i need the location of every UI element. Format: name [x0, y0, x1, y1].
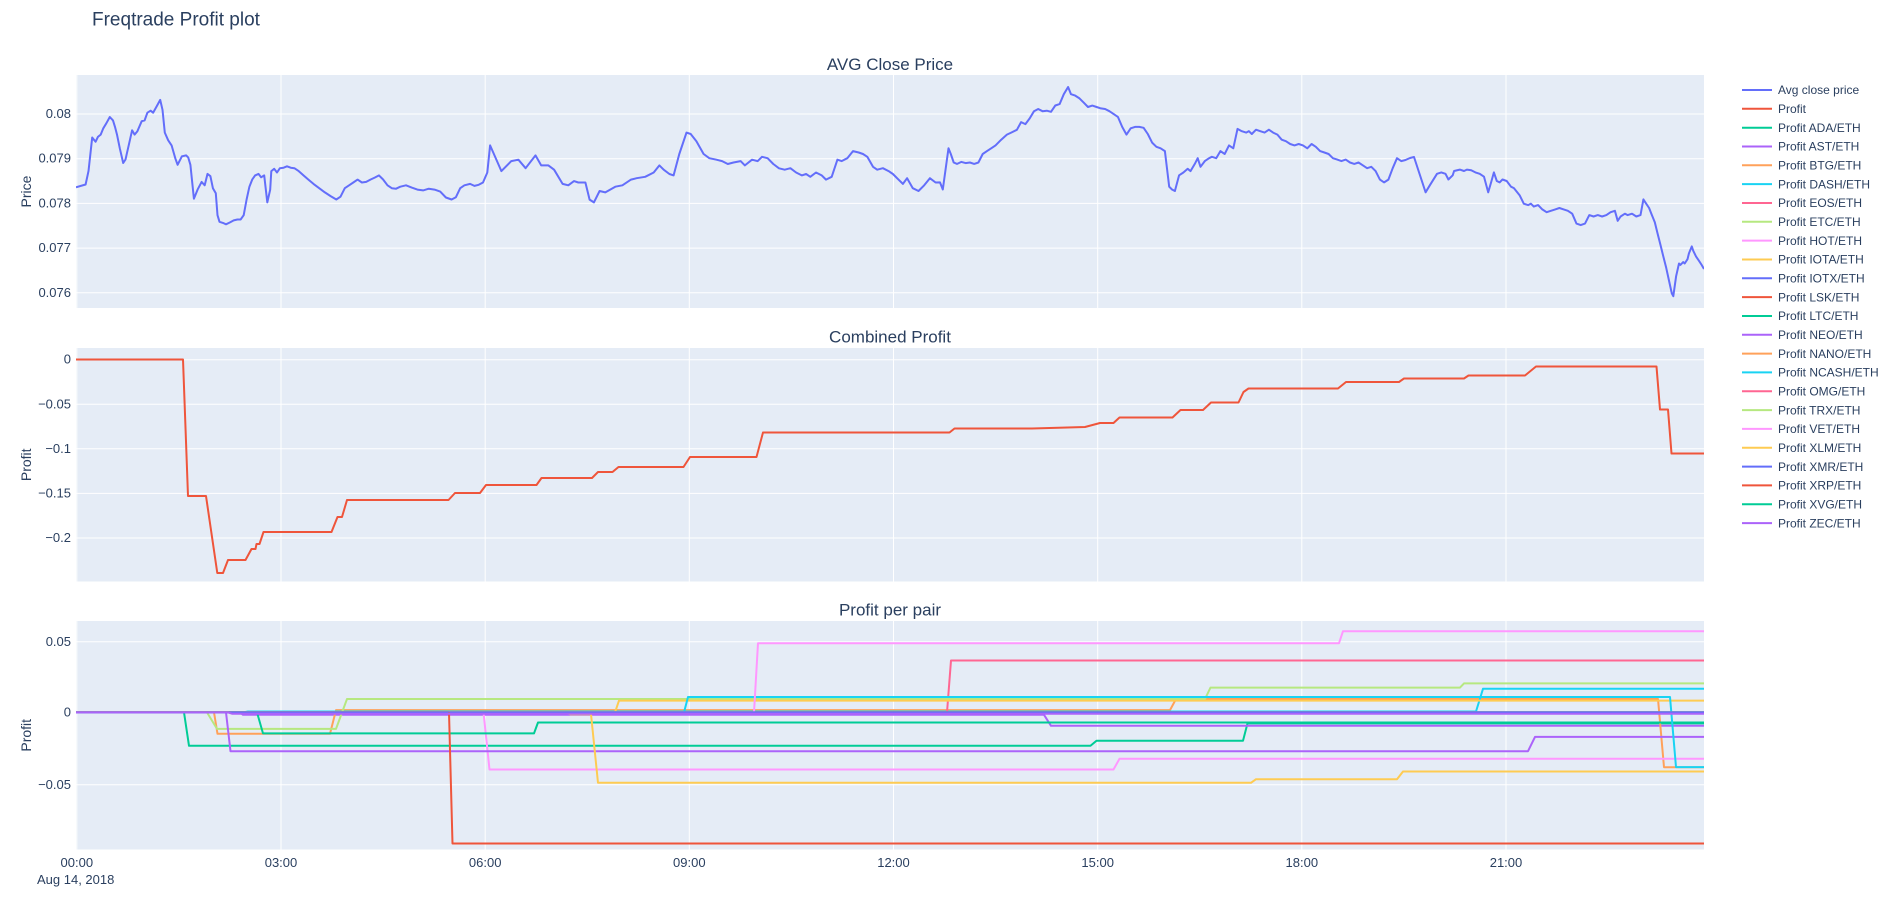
svg-text:Profit OMG/ETH: Profit OMG/ETH	[1778, 384, 1865, 398]
svg-text:06:00: 06:00	[469, 855, 502, 870]
svg-text:Profit AST/ETH: Profit AST/ETH	[1778, 140, 1859, 154]
svg-text:18:00: 18:00	[1286, 855, 1319, 870]
svg-text:Profit IOTX/ETH: Profit IOTX/ETH	[1778, 272, 1865, 286]
svg-text:0: 0	[64, 704, 71, 719]
svg-text:Profit: Profit	[18, 448, 34, 481]
svg-text:−0.15: −0.15	[38, 485, 71, 500]
svg-text:Combined Profit: Combined Profit	[829, 328, 951, 347]
svg-text:Freqtrade Profit plot: Freqtrade Profit plot	[92, 10, 261, 31]
svg-text:Profit BTG/ETH: Profit BTG/ETH	[1778, 159, 1861, 173]
svg-text:Profit DASH/ETH: Profit DASH/ETH	[1778, 177, 1870, 191]
svg-text:Aug 14, 2018: Aug 14, 2018	[37, 872, 114, 887]
svg-text:−0.1: −0.1	[45, 441, 71, 456]
svg-text:Profit ETC/ETH: Profit ETC/ETH	[1778, 215, 1861, 229]
svg-text:Profit LSK/ETH: Profit LSK/ETH	[1778, 290, 1859, 304]
svg-text:Profit IOTA/ETH: Profit IOTA/ETH	[1778, 253, 1864, 267]
svg-text:Profit VET/ETH: Profit VET/ETH	[1778, 422, 1860, 436]
svg-text:Profit XMR/ETH: Profit XMR/ETH	[1778, 460, 1863, 474]
svg-text:0.079: 0.079	[38, 151, 71, 166]
svg-text:Profit ZEC/ETH: Profit ZEC/ETH	[1778, 516, 1861, 530]
svg-text:0.08: 0.08	[46, 106, 71, 121]
svg-text:AVG Close Price: AVG Close Price	[827, 55, 953, 74]
svg-text:−0.2: −0.2	[45, 530, 71, 545]
svg-text:21:00: 21:00	[1490, 855, 1523, 870]
svg-text:Profit: Profit	[18, 719, 34, 752]
svg-text:0.077: 0.077	[38, 240, 71, 255]
svg-text:0.078: 0.078	[38, 195, 71, 210]
svg-text:12:00: 12:00	[877, 855, 910, 870]
svg-text:Price: Price	[18, 175, 34, 207]
svg-text:Profit ADA/ETH: Profit ADA/ETH	[1778, 121, 1861, 135]
svg-text:03:00: 03:00	[265, 855, 298, 870]
svg-text:Profit XRP/ETH: Profit XRP/ETH	[1778, 479, 1861, 493]
svg-text:15:00: 15:00	[1081, 855, 1114, 870]
svg-text:Profit XVG/ETH: Profit XVG/ETH	[1778, 497, 1862, 511]
svg-text:09:00: 09:00	[673, 855, 706, 870]
svg-text:0.05: 0.05	[46, 634, 71, 649]
svg-text:Profit EOS/ETH: Profit EOS/ETH	[1778, 196, 1862, 210]
svg-text:Profit per pair: Profit per pair	[839, 601, 941, 620]
svg-text:Profit XLM/ETH: Profit XLM/ETH	[1778, 441, 1861, 455]
svg-text:Profit NANO/ETH: Profit NANO/ETH	[1778, 347, 1871, 361]
svg-text:Profit LTC/ETH: Profit LTC/ETH	[1778, 309, 1858, 323]
svg-text:Profit HOT/ETH: Profit HOT/ETH	[1778, 234, 1862, 248]
svg-text:Avg close price: Avg close price	[1778, 83, 1859, 97]
svg-text:−0.05: −0.05	[38, 396, 71, 411]
svg-text:0.076: 0.076	[38, 285, 71, 300]
svg-text:−0.05: −0.05	[38, 777, 71, 792]
svg-text:Profit NEO/ETH: Profit NEO/ETH	[1778, 328, 1863, 342]
svg-text:Profit: Profit	[1778, 102, 1807, 116]
svg-text:00:00: 00:00	[61, 855, 94, 870]
svg-text:0: 0	[64, 352, 71, 367]
svg-text:Profit TRX/ETH: Profit TRX/ETH	[1778, 403, 1860, 417]
svg-text:Profit NCASH/ETH: Profit NCASH/ETH	[1778, 366, 1879, 380]
